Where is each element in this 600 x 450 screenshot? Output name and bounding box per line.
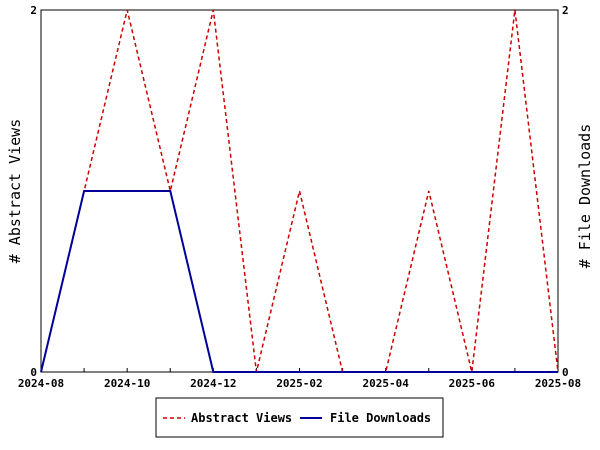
legend-label-abstract-views: Abstract Views — [191, 411, 292, 425]
x-tick-label: 2025-02 — [276, 377, 322, 390]
x-tick-label: 2025-08 — [535, 377, 581, 390]
x-tick-label: 2024-12 — [190, 377, 236, 390]
y-tick-label-left: 2 — [30, 4, 37, 17]
x-tick-label: 2024-10 — [104, 377, 150, 390]
y-tick-label-left: 0 — [30, 366, 37, 379]
y-tick-label-right: 2 — [562, 4, 569, 17]
y-tick-label-right: 0 — [562, 366, 569, 379]
legend-box — [155, 397, 444, 438]
y-axis-title-left: # Abstract Views — [6, 119, 24, 264]
legend: Abstract Views File Downloads — [155, 397, 444, 438]
x-tick-label: 2024-08 — [18, 377, 64, 390]
x-tick-label: 2025-06 — [449, 377, 496, 390]
x-tick-label: 2025-04 — [362, 377, 409, 390]
series-line-abstract-views — [40, 9, 559, 373]
series-layer — [40, 9, 559, 373]
y-axis-title-right: # File Downloads — [576, 124, 594, 269]
x-axis-ticks: 2024-08 2024-10 2024-12 2025-02 2025-04 2025-… — [18, 368, 581, 390]
series-line-file-downloads — [40, 190, 558, 373]
legend-label-file-downloads: File Downloads — [330, 411, 431, 425]
